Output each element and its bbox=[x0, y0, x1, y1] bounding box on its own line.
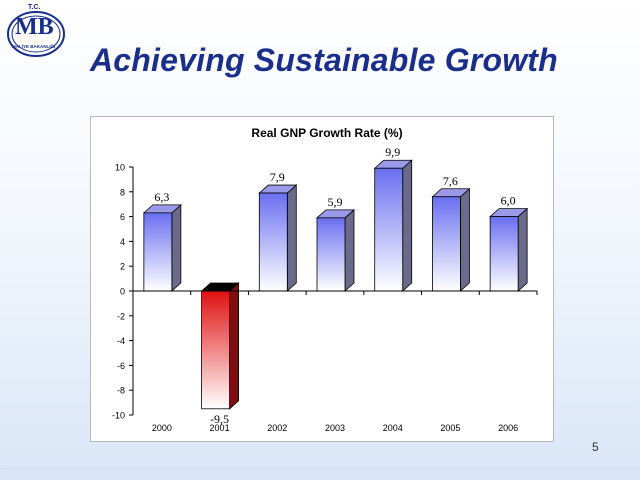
logo-ring-text: MALİYE BAKANLIĞI bbox=[12, 44, 56, 49]
y-tick-label: 0 bbox=[120, 287, 125, 297]
bar-side bbox=[402, 159, 413, 292]
y-tick-label: -2 bbox=[117, 311, 125, 321]
logo-top-text: T.C. bbox=[28, 4, 41, 11]
x-tick-label: 2004 bbox=[383, 423, 403, 433]
y-tick-label: -10 bbox=[112, 411, 125, 421]
bar-value-label: 9,9 bbox=[385, 145, 400, 159]
bar-2003 bbox=[316, 217, 346, 292]
bar-2006 bbox=[489, 216, 519, 292]
slide-title: Achieving Sustainable Growth bbox=[90, 42, 558, 78]
ministry-logo: T.C. MB MALİYE BAKANLIĞI bbox=[4, 4, 68, 60]
y-tick-label: -4 bbox=[117, 336, 125, 346]
bar-side bbox=[460, 187, 470, 292]
bar-value-label: -9,5 bbox=[210, 412, 229, 426]
x-tick-label: 2002 bbox=[267, 423, 287, 433]
y-tick-label: 2 bbox=[120, 262, 125, 272]
bar-2001 bbox=[201, 290, 230, 410]
bar-2005 bbox=[432, 196, 461, 292]
bar-side bbox=[344, 208, 355, 292]
y-tick-label: 6 bbox=[120, 212, 125, 222]
x-tick-label: 2001 bbox=[210, 423, 230, 433]
bar-side bbox=[517, 207, 528, 292]
bar-value-label: 7,6 bbox=[443, 174, 458, 188]
bar-chart: Real GNP Growth Rate (%) 10 8 6 4 2 0 -2 -4 -6 -8… bbox=[112, 126, 538, 433]
bar-value-label: 6,3 bbox=[154, 190, 169, 204]
page-number: 5 bbox=[592, 440, 599, 454]
bar-2004 bbox=[374, 167, 404, 292]
x-tick-label: 2006 bbox=[498, 423, 518, 433]
y-tick-label: 10 bbox=[115, 163, 125, 173]
logo-main-text: MB bbox=[15, 14, 54, 40]
y-tick-label: -6 bbox=[117, 361, 125, 371]
y-tick-label: 4 bbox=[120, 237, 125, 247]
x-tick-label: 2000 bbox=[152, 423, 172, 433]
x-tick-label: 2005 bbox=[440, 423, 460, 433]
bar-side bbox=[286, 184, 297, 292]
bar-value-label: 6,0 bbox=[501, 194, 516, 208]
bar-side bbox=[229, 282, 239, 410]
chart-title: Real GNP Growth Rate (%) bbox=[251, 126, 402, 140]
bar-side bbox=[171, 203, 182, 292]
bar-2002 bbox=[258, 192, 288, 292]
bar-value-label: 7,9 bbox=[270, 170, 285, 184]
bar-value-label: 5,9 bbox=[328, 195, 343, 209]
x-tick-label: 2003 bbox=[325, 423, 345, 433]
bar-2000 bbox=[143, 212, 173, 292]
footer-divider bbox=[0, 468, 640, 469]
y-tick-label: -8 bbox=[117, 386, 125, 396]
y-tick-label: 8 bbox=[120, 187, 125, 197]
chart-panel: Real GNP Growth Rate (%) 10 8 6 4 2 0 -2 -4 -6 -8… bbox=[90, 116, 554, 442]
